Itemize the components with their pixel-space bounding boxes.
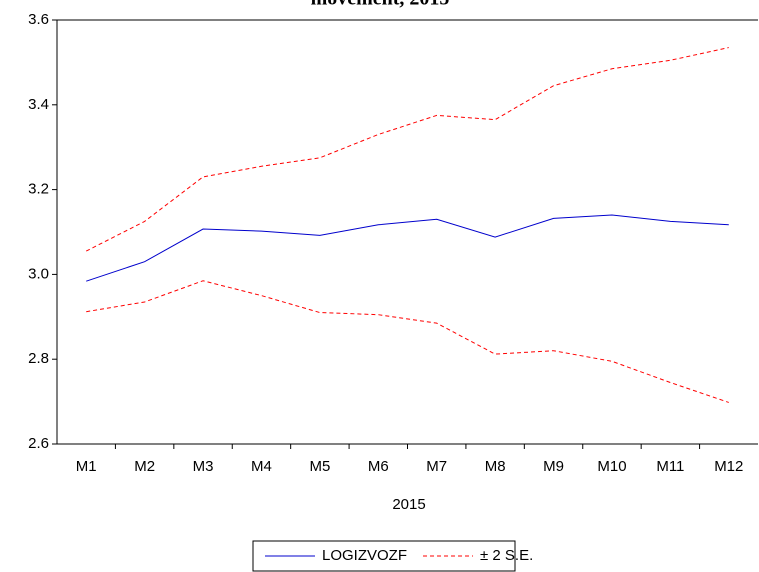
series-line [86,280,729,403]
legend-label: ± 2 S.E. [480,547,533,564]
chart-title: movement, 2015 [311,0,450,10]
y-tick-label: 3.6 [28,11,49,28]
y-tick-label: 3.0 [28,265,49,282]
x-tick-label: M2 [134,458,155,475]
legend-label: LOGIZVOZF [322,547,407,564]
x-tick-label: M1 [76,458,97,475]
y-tick-label: 3.2 [28,181,49,198]
x-axis-title: 2015 [392,496,425,513]
series-line [85,47,729,252]
x-tick-label: M12 [714,458,743,475]
x-tick-label: M4 [251,458,272,475]
x-tick-label: M8 [485,458,506,475]
x-tick-label: M5 [309,458,330,475]
series-line [86,214,729,282]
y-tick-label: 3.4 [28,96,49,113]
x-tick-label: M11 [656,458,684,475]
x-tick-label: M3 [193,458,214,475]
x-tick-label: M9 [543,458,564,475]
y-tick-label: 2.6 [28,435,49,452]
y-tick-label: 2.8 [28,350,49,367]
x-tick-label: M6 [368,458,389,475]
x-tick-label: M10 [597,458,626,475]
x-tick-label: M7 [426,458,447,475]
